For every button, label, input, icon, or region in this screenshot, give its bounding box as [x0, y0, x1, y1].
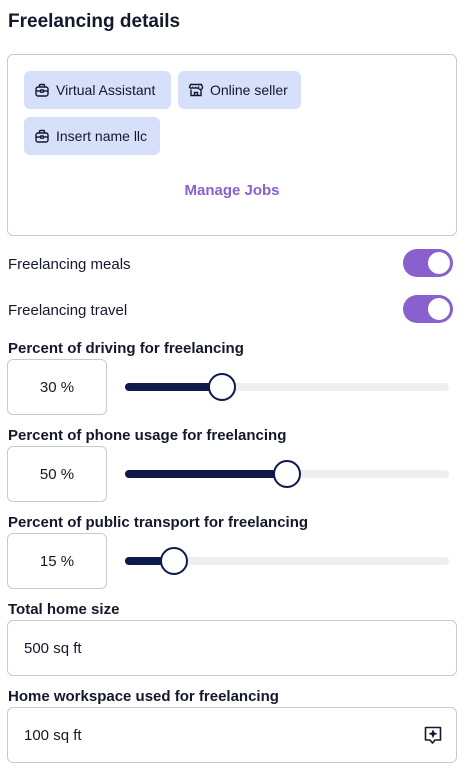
driving-percent-label: Percent of driving for freelancing: [8, 340, 244, 357]
manage-jobs-link[interactable]: Manage Jobs: [184, 182, 280, 199]
job-chip-virtual-assistant[interactable]: Virtual Assistant: [24, 71, 171, 109]
travel-toggle[interactable]: [403, 295, 453, 323]
briefcase-icon: [35, 83, 49, 97]
transport-percent-input[interactable]: 15 %: [7, 533, 107, 589]
slider-thumb[interactable]: [273, 460, 301, 488]
transport-percent-slider[interactable]: [125, 546, 449, 576]
toggle-knob: [428, 298, 450, 320]
driving-percent-input[interactable]: 30 %: [7, 359, 107, 415]
storefront-icon: [188, 83, 204, 97]
toggle-knob: [428, 252, 450, 274]
home-size-input[interactable]: 500 sq ft: [7, 620, 457, 676]
driving-percent-slider[interactable]: [125, 372, 449, 402]
phone-percent-input[interactable]: 50 %: [7, 446, 107, 502]
jobs-container: Virtual Assistant Online seller Insert n…: [7, 54, 457, 236]
section-title: Freelancing details: [8, 11, 181, 32]
transport-percent-label: Percent of public transport for freelanc…: [8, 514, 309, 531]
job-chip-label: Insert name llc: [56, 128, 148, 144]
slider-thumb[interactable]: [160, 547, 188, 575]
home-size-value: 500 sq ft: [24, 639, 82, 657]
job-chip-insert-name-llc[interactable]: Insert name llc: [24, 117, 160, 155]
slider-track: [125, 557, 449, 565]
briefcase-icon: [35, 129, 49, 143]
slider-thumb[interactable]: [208, 373, 236, 401]
slider-fill: [125, 383, 222, 391]
home-size-label: Total home size: [8, 601, 120, 618]
slider-track: [125, 383, 449, 391]
sparkle-message-icon[interactable]: [422, 724, 444, 746]
phone-percent-label: Percent of phone usage for freelancing: [8, 427, 287, 444]
job-chip-label: Virtual Assistant: [56, 82, 156, 98]
workspace-value: 100 sq ft: [24, 726, 82, 744]
toggle-label-travel: Freelancing travel: [8, 302, 128, 319]
phone-percent-slider[interactable]: [125, 459, 449, 489]
slider-fill: [125, 470, 287, 478]
slider-fill: [125, 557, 174, 565]
toggle-label-meals: Freelancing meals: [8, 256, 131, 273]
workspace-label: Home workspace used for freelancing: [8, 688, 279, 705]
job-chip-online-seller[interactable]: Online seller: [178, 71, 301, 109]
workspace-input[interactable]: 100 sq ft: [7, 707, 457, 763]
job-chip-label: Online seller: [210, 82, 288, 98]
meals-toggle[interactable]: [403, 249, 453, 277]
